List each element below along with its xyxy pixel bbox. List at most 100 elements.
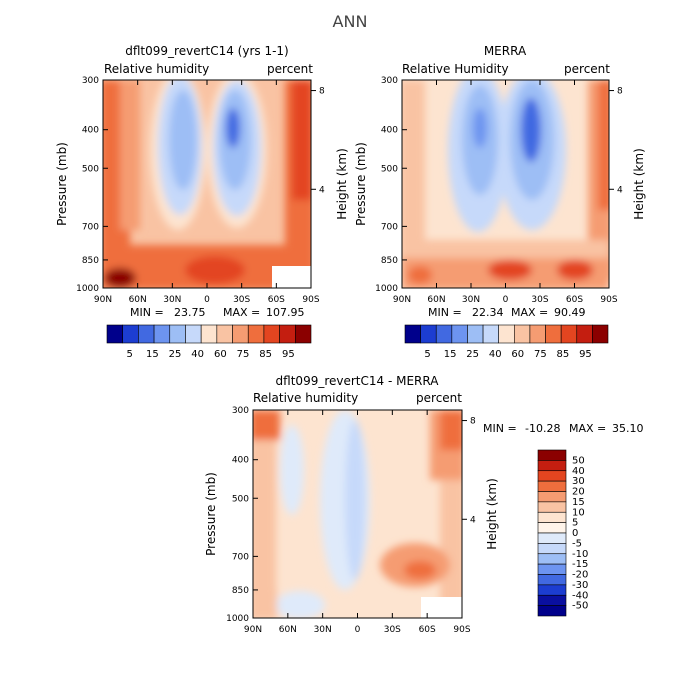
panel-model-max: 107.95 bbox=[266, 306, 305, 319]
panel-obs-units: percent bbox=[564, 62, 610, 76]
colorbar-label: 75 bbox=[237, 349, 250, 360]
y-tick-label: 1000 bbox=[76, 284, 99, 294]
panel-obs-min: 22.34 bbox=[472, 306, 504, 319]
x-tick-label: 0 bbox=[204, 295, 210, 305]
colorbar-label: 15 bbox=[146, 349, 159, 360]
x-tick-label: 60N bbox=[129, 295, 147, 305]
colorbar-swatch bbox=[279, 324, 296, 344]
colorbar-swatch bbox=[537, 470, 567, 482]
panel-diff-ylabel: Pressure (mb) bbox=[204, 472, 218, 556]
y-tick-label: 500 bbox=[82, 164, 99, 174]
colorbar-swatch bbox=[263, 324, 280, 344]
x-tick-label: 30N bbox=[314, 625, 332, 635]
panel-diff-min: -10.28 bbox=[525, 422, 560, 435]
y-tick-label: 500 bbox=[381, 164, 398, 174]
x-tick-label: 90N bbox=[393, 295, 411, 305]
colorbar-swatch bbox=[537, 449, 567, 461]
x-tick-label: 30S bbox=[233, 295, 250, 305]
y-tick-label: 700 bbox=[232, 552, 249, 562]
colorbar-label: 40 bbox=[191, 349, 204, 360]
y-tick-label: 700 bbox=[381, 222, 398, 232]
panel-model-ylabel: Pressure (mb) bbox=[55, 142, 69, 226]
panel-obs-field bbox=[402, 80, 609, 288]
colorbar-swatch bbox=[537, 543, 567, 555]
y-tick-label: 850 bbox=[232, 586, 249, 596]
colorbar-label: 0 bbox=[572, 528, 578, 539]
colorbar-label: 50 bbox=[572, 455, 585, 466]
panel-obs: MERRA Relative Humidity percent bbox=[354, 44, 646, 360]
colorbar-swatch bbox=[185, 324, 202, 344]
y-tick-label: 500 bbox=[232, 494, 249, 504]
y-right-tick-label: 4 bbox=[470, 515, 476, 525]
colorbar-label: 25 bbox=[466, 349, 479, 360]
panel-model-field bbox=[103, 80, 311, 288]
x-tick-label: 90S bbox=[302, 295, 319, 305]
colorbar-swatch bbox=[295, 324, 312, 344]
colorbar-label: 40 bbox=[489, 349, 502, 360]
colorbar-label: -10 bbox=[572, 549, 588, 560]
colorbar-swatch bbox=[537, 574, 567, 586]
colorbar-label: 20 bbox=[572, 487, 585, 498]
colorbar-label: 5 bbox=[572, 518, 578, 529]
colorbar-label: 95 bbox=[579, 349, 592, 360]
panel-diff-axes: 90N 60N 30N 0 30S 60S 90S 300 400 500 700 850 1000 8 4 bbox=[226, 406, 476, 635]
x-tick-label: 90N bbox=[244, 625, 262, 635]
x-tick-label: 60S bbox=[566, 295, 583, 305]
colorbar-swatch bbox=[106, 324, 123, 344]
panel-model: dflt099_revertC14 (yrs 1-1) Relative hum… bbox=[55, 44, 349, 360]
panel-model-variable: Relative humidity bbox=[104, 62, 209, 76]
colorbar-swatch bbox=[435, 324, 453, 344]
colorbar-swatch bbox=[138, 324, 155, 344]
colorbar-swatch bbox=[537, 491, 567, 503]
colorbar-label: -5 bbox=[572, 538, 582, 549]
y-right-tick-label: 4 bbox=[319, 185, 325, 195]
colorbar-swatch bbox=[537, 532, 567, 544]
panel-diff-max: 35.10 bbox=[612, 422, 644, 435]
x-tick-label: 90N bbox=[94, 295, 112, 305]
colorbar-swatch bbox=[122, 324, 139, 344]
y-tick-label: 1000 bbox=[375, 284, 398, 294]
colorbar-swatch bbox=[514, 324, 531, 344]
x-tick-label: 60S bbox=[268, 295, 285, 305]
panel-model-ylabel-right: Height (km) bbox=[335, 148, 349, 219]
colorbar-label: 40 bbox=[572, 466, 585, 477]
y-tick-label: 300 bbox=[82, 76, 99, 86]
panel-obs-min-prefix: MIN = bbox=[428, 306, 462, 319]
colorbar-label: 5 bbox=[424, 349, 430, 360]
panel-diff-units: percent bbox=[416, 391, 462, 405]
colorbar-swatch bbox=[232, 324, 249, 344]
x-tick-label: 0 bbox=[503, 295, 509, 305]
colorbar-swatch bbox=[153, 324, 171, 344]
colorbar-swatch bbox=[404, 324, 421, 344]
panel-obs-axes: 90N 60N 30N 0 30S 60S 90S 300 400 500 700 850 1000 8 4 bbox=[375, 76, 623, 305]
colorbar-swatch bbox=[200, 324, 218, 344]
colorbar-label: 10 bbox=[572, 507, 585, 518]
colorbar-swatch bbox=[216, 324, 233, 344]
panel-diff-variable: Relative humidity bbox=[253, 391, 358, 405]
panel-obs-variable: Relative Humidity bbox=[402, 62, 509, 76]
colorbar-label: 60 bbox=[511, 349, 524, 360]
x-tick-label: 60N bbox=[279, 625, 297, 635]
colorbar-swatch bbox=[537, 511, 567, 523]
panel-obs-max: 90.49 bbox=[554, 306, 586, 319]
colorbar-swatch bbox=[537, 553, 567, 565]
y-tick-label: 850 bbox=[82, 256, 99, 266]
panel-diff-field bbox=[253, 410, 462, 618]
colorbar-swatch bbox=[537, 563, 567, 575]
panel-obs-colorbar: 5 15 25 40 60 75 85 95 bbox=[404, 324, 609, 360]
colorbar-swatch bbox=[560, 324, 578, 344]
panel-model-min: 23.75 bbox=[174, 306, 206, 319]
colorbar-label: 25 bbox=[169, 349, 182, 360]
x-tick-label: 90S bbox=[453, 625, 470, 635]
panel-model-max-prefix: MAX = bbox=[223, 306, 260, 319]
x-tick-label: 60S bbox=[419, 625, 436, 635]
panel-diff: dflt099_revertC14 - MERRA Relative humid… bbox=[204, 374, 644, 635]
colorbar-swatch bbox=[467, 324, 484, 344]
colorbar-swatch bbox=[537, 594, 567, 606]
colorbar-label: 85 bbox=[557, 349, 570, 360]
panel-diff-title: dflt099_revertC14 - MERRA bbox=[276, 374, 440, 388]
y-tick-label: 850 bbox=[381, 256, 398, 266]
page-title: ANN bbox=[333, 12, 368, 31]
